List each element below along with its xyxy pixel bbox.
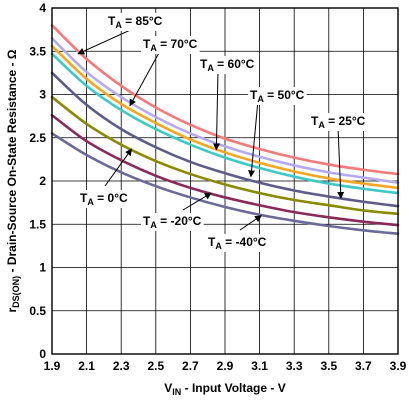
x-axis-label-main: V (164, 381, 172, 395)
y-axis-label-sub: DS(ON) (11, 276, 21, 308)
x-tick-label: 2.5 (147, 359, 164, 373)
x-tick-label: 3.5 (320, 359, 337, 373)
annotation-arrow (248, 99, 259, 178)
series-line (50, 95, 400, 216)
series-line (50, 24, 400, 176)
x-tick-labels: 1.9 2.1 2.3 2.5 2.7 2.9 3.1 3.3 3.5 3.7 3.9 (44, 359, 407, 373)
y-tick-label: 1.5 (29, 217, 46, 231)
annotation-label: TA = 70°C (129, 36, 200, 107)
annotation-background (206, 234, 269, 252)
annotation-arrow (337, 125, 345, 199)
x-axis-label-sub: IN (172, 387, 181, 397)
y-tick-label: 0.5 (29, 304, 46, 318)
annotation-background (248, 87, 307, 105)
x-tick-label: 3.1 (251, 359, 268, 373)
annotation-background (78, 190, 130, 208)
annotation-label: TA = 85°C (77, 13, 165, 55)
y-tick-label: 0 (39, 347, 46, 361)
annotation-text: TA = 25°C (311, 114, 366, 130)
x-tick-label: 1.9 (44, 359, 61, 373)
annotation-text: TA = 70°C (143, 37, 198, 53)
annotations: TA = 85°C TA = 70°CTA = 60°C TA = 50°C TA =… (77, 13, 368, 252)
y-axis-label-rest: - Drain-Source On-State Resistance - Ω (5, 49, 19, 276)
y-tick-label: 4 (39, 1, 46, 15)
annotation-text: TA = 0°C (80, 191, 128, 207)
annotation-text: TA = 60°C (200, 57, 255, 73)
annotation-background (309, 113, 368, 131)
y-tick-label: 2 (39, 174, 46, 188)
series-line (50, 52, 400, 195)
annotation-arrow (129, 50, 161, 107)
annotation-label: TA = 60°C (198, 56, 257, 151)
x-tick-label: 2.1 (78, 359, 95, 373)
annotation-background (198, 56, 257, 74)
x-tick-label: 3.9 (390, 359, 407, 373)
annotation-text: TA = 50°C (250, 88, 305, 104)
x-tick-label: 2.9 (217, 359, 234, 373)
y-tick-label: 3.5 (29, 44, 46, 58)
x-tick-label: 2.3 (113, 359, 130, 373)
annotation-background (141, 213, 204, 231)
series-line (50, 113, 400, 227)
y-tick-label: 2.5 (29, 131, 46, 145)
plot-frame (51, 7, 399, 355)
y-tick-label: 1 (39, 261, 46, 275)
annotation-text: TA = 85°C (108, 14, 163, 30)
annotation-label: TA = 0°C (78, 148, 132, 208)
series-line (50, 36, 400, 185)
x-axis-label-rest: - Input Voltage - V (181, 381, 285, 395)
y-tick-labels: 0 0.5 1 1.5 2 2.5 3 3.5 4 (29, 1, 46, 361)
series-line (50, 132, 400, 236)
annotation-label: TA = 50°C (248, 87, 307, 178)
series-line (50, 44, 400, 190)
y-tick-label: 3 (39, 88, 46, 102)
annotation-background (106, 13, 165, 31)
annotation-label: TA = -40°C (206, 215, 269, 252)
x-tick-label: 3.3 (286, 359, 303, 373)
x-tick-label: 3.7 (355, 359, 372, 373)
annotation-label: TA = -20°C (141, 192, 212, 231)
annotation-text: TA = -20°C (143, 214, 202, 230)
annotation-label: TA = 25°C (309, 113, 368, 199)
annotation-arrow (104, 148, 132, 187)
x-tick-label: 2.7 (182, 359, 199, 373)
annotation-background (141, 36, 200, 54)
annotation-arrow (212, 70, 220, 151)
x-axis-label: VIN - Input Voltage - V (164, 381, 285, 397)
y-axis-label: rDS(ON) - Drain-Source On-State Resistan… (5, 49, 21, 312)
annotation-arrow (182, 192, 212, 211)
y-axis-label-main: r (5, 308, 19, 313)
annotation-text: TA = -40°C (208, 235, 267, 251)
annotation-arrow (239, 215, 262, 231)
